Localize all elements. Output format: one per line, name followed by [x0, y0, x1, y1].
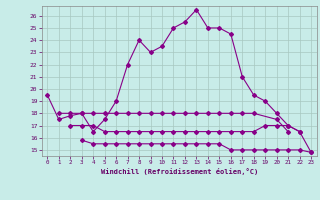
X-axis label: Windchill (Refroidissement éolien,°C): Windchill (Refroidissement éolien,°C)	[100, 168, 258, 175]
